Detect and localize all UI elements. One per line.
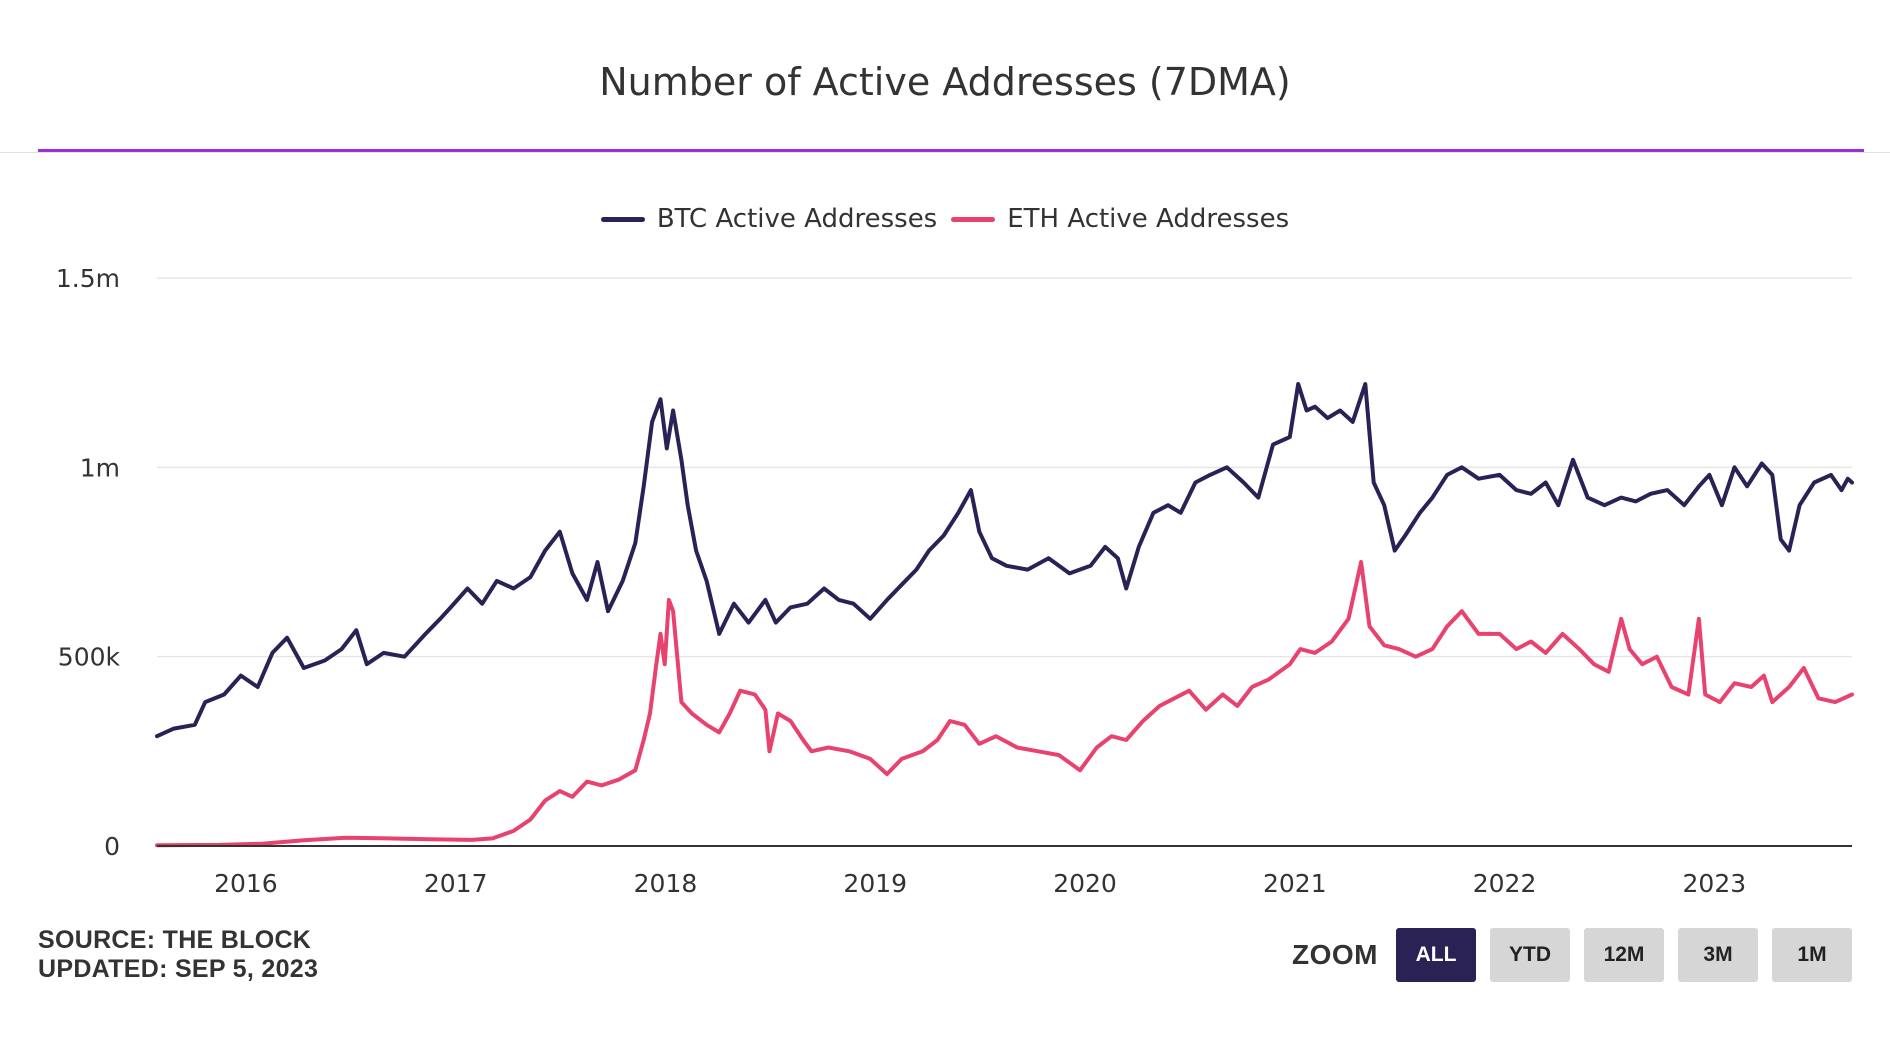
source-label: SOURCE: THE BLOCK [38, 926, 312, 954]
legend-item-btc[interactable]: BTC Active Addresses [600, 204, 938, 234]
zoom-all-button[interactable]: ALL [1396, 928, 1476, 982]
x-tick-label: 2018 [634, 869, 698, 898]
y-tick-label: 1m [80, 453, 120, 482]
x-tick-label: 2022 [1473, 869, 1537, 898]
line-chart: 0 500k 1m 1.5m 2016 2017 2018 2019 2020 2021 2022 2… [56, 264, 1854, 898]
chart-legend: BTC Active Addresses ETH Active Addresse… [0, 204, 1890, 234]
x-tick-label: 2017 [424, 869, 488, 898]
x-tick-label: 2016 [214, 869, 278, 898]
eth-series-line [155, 560, 1854, 848]
x-tick-label: 2020 [1053, 869, 1117, 898]
title-divider [38, 149, 1864, 152]
source-note: SOURCE: THE BLOCK UPDATED: SEP 5, 2023 [38, 926, 318, 984]
y-tick-label: 0 [104, 832, 120, 861]
y-tick-label: 1.5m [56, 264, 120, 293]
y-tick-label: 500k [58, 643, 121, 672]
zoom-ytd-button[interactable]: YTD [1490, 928, 1570, 982]
zoom-3m-button[interactable]: 3M [1678, 928, 1758, 982]
zoom-controls: ZOOM ALL YTD 12M 3M 1M [1292, 928, 1852, 982]
zoom-label: ZOOM [1292, 939, 1378, 970]
x-tick-label: 2019 [843, 869, 907, 898]
btc-series-line [155, 382, 1854, 739]
zoom-12m-button[interactable]: 12M [1584, 928, 1664, 982]
legend-label-btc: BTC Active Addresses [656, 204, 938, 234]
legend-item-eth[interactable]: ETH Active Addresses [951, 204, 1289, 234]
zoom-1m-button[interactable]: 1M [1772, 928, 1852, 982]
legend-label-eth: ETH Active Addresses [1007, 204, 1290, 234]
legend-swatch-eth [951, 216, 996, 222]
x-tick-label: 2023 [1683, 869, 1747, 898]
legend-swatch-btc [600, 216, 645, 222]
updated-label: UPDATED: SEP 5, 2023 [38, 955, 319, 983]
x-tick-label: 2021 [1263, 869, 1327, 898]
page-title: Number of Active Addresses (7DMA) [599, 60, 1291, 104]
title-divider-light [0, 152, 1890, 153]
